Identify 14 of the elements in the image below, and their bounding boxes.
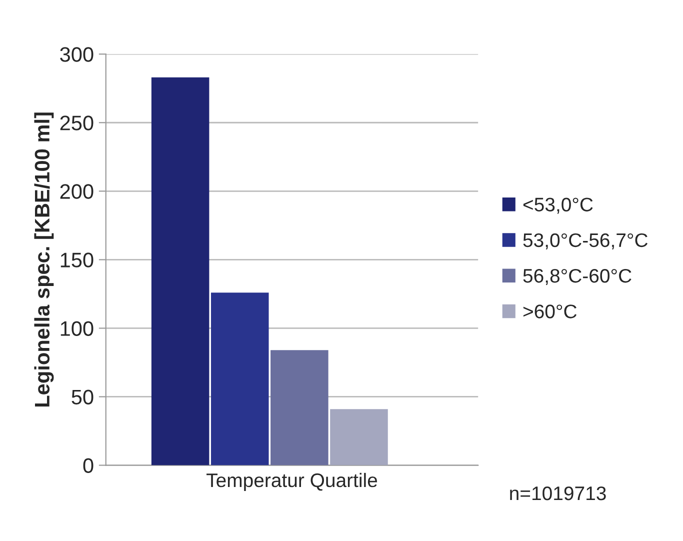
y-tick-label: 100 xyxy=(60,321,94,336)
legend-label: 56,8°C-60°C xyxy=(523,268,632,286)
y-tick-label: 250 xyxy=(60,116,94,130)
text: n=1019713 xyxy=(510,486,606,500)
x-axis-title: Temperatur Quartile xyxy=(206,472,378,492)
y-tick-label: 300 xyxy=(60,47,94,62)
legend-label: >60°C xyxy=(523,304,577,318)
y-tick-label: 0 xyxy=(83,458,94,474)
legend-label: 53,0°C-56,7°C xyxy=(523,233,648,250)
y-tick-label: 150 xyxy=(60,252,94,268)
y-tick-label: 200 xyxy=(60,184,94,199)
legend-label: <53,0°C xyxy=(523,198,593,214)
y-axis-title: Legionella spec. [KBE/100 ml] xyxy=(34,112,54,406)
y-tick-label: 50 xyxy=(72,390,94,404)
